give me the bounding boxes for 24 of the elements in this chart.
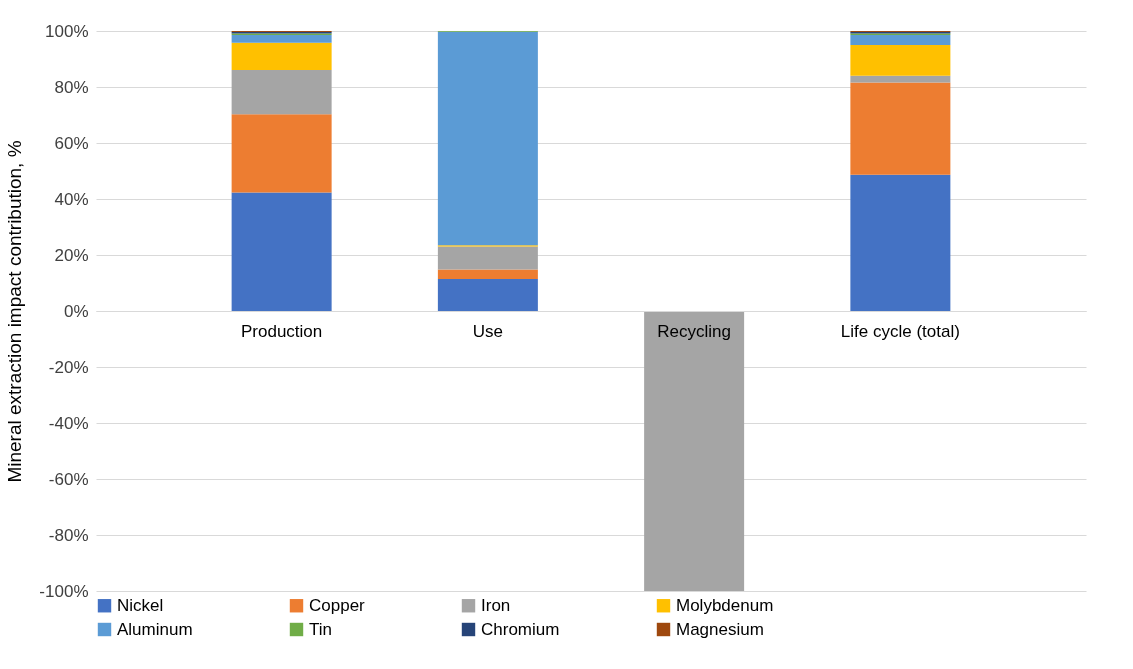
x-tick-label: Production [240, 321, 323, 341]
legend-label: Molybdenum [676, 595, 774, 615]
y-tick-label: 0% [63, 301, 89, 321]
legend-label: Aluminum [117, 619, 193, 639]
y-tick-label: -100% [39, 581, 89, 601]
y-tick-label: -20% [48, 357, 89, 377]
y-tick-label: -40% [48, 413, 89, 433]
legend-label: Iron [481, 595, 511, 615]
y-tick-label: -80% [48, 525, 89, 545]
y-axis-title: Mineral extraction impact contribution, % [4, 140, 26, 483]
legend-label: Copper [309, 595, 366, 615]
y-tick-label: 40% [54, 189, 89, 209]
y-tick-label: 100% [45, 21, 89, 41]
legend-label: Magnesium [676, 619, 764, 639]
legend-label: Nickel [117, 595, 164, 615]
legend-label: Tin [309, 619, 332, 639]
x-tick-label: Life cycle (total) [840, 321, 960, 341]
x-tick-label: Recycling [657, 321, 731, 341]
y-tick-label: 60% [54, 133, 89, 153]
y-tick-label: 80% [54, 77, 89, 97]
y-tick-label: 20% [54, 245, 89, 265]
legend-label: Chromium [481, 619, 560, 639]
x-tick-label: Use [472, 321, 503, 341]
y-tick-label: -60% [48, 469, 89, 489]
